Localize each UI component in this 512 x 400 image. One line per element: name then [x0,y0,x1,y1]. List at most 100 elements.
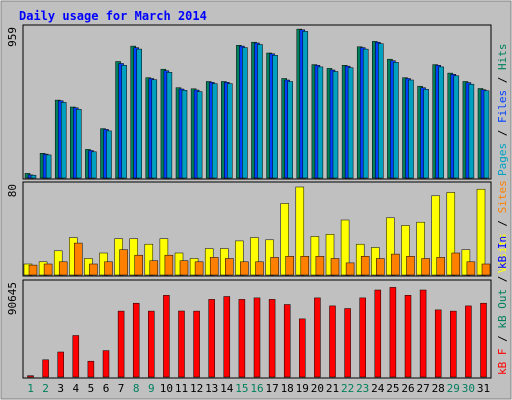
bar-pages-day-1 [30,174,37,179]
x-tick-label-day-16: 16 [250,382,263,395]
bar-visits-day-26 [401,225,410,276]
x-tick-label-day-15: 15 [235,382,248,395]
bar-sites-day-23 [360,256,370,276]
bar-visits-day-20 [310,236,320,276]
bar-kb-f-day-18 [283,304,291,378]
bar-pages-day-28 [438,66,444,179]
bar-visits-day-19 [295,186,305,276]
x-tick-label-day-23: 23 [356,382,369,395]
bar-sites-day-12 [194,261,204,276]
bar-sites-day-2 [43,263,53,276]
bar-visits-day-18 [280,203,289,276]
x-tick-label-day-26: 26 [401,382,414,395]
bar-sites-day-11 [179,260,189,276]
bar-sites-day-28 [436,257,445,276]
bar-pages-day-20 [317,66,324,179]
bar-sites-day-25 [391,253,400,276]
bar-sites-day-4 [74,242,83,276]
x-tick-label-day-22: 22 [341,382,354,395]
legend-visits: Visits [496,233,509,273]
x-tick-label-day-13: 13 [205,382,218,395]
panel-middle-legend: Visits / Sites [496,180,509,273]
bar-pages-day-16 [257,44,263,179]
legend-pages: Pages [496,143,509,176]
bar-kb-f-day-23 [359,297,366,378]
bar-pages-day-11 [181,90,188,179]
bar-kb-f-day-26 [404,295,412,378]
bar-pages-day-25 [393,62,399,179]
legend-separator: / [496,269,509,289]
x-tick-label-day-25: 25 [386,382,399,395]
bar-sites-day-15 [240,261,249,276]
bar-pages-day-14 [227,83,233,179]
x-tick-label-day-30: 30 [462,382,475,395]
bar-visits-day-31 [476,188,486,276]
bar-pages-day-4 [76,109,82,179]
bar-pages-day-21 [332,71,339,179]
bar-kb-f-day-21 [329,305,336,378]
x-tick-label-day-18: 18 [281,382,294,395]
x-tick-label-day-29: 29 [447,382,460,395]
x-tick-label-day-7: 7 [118,382,125,395]
x-tick-label-day-3: 3 [57,382,64,395]
legend-separator: / [496,123,509,143]
x-tick-label-day-21: 21 [326,382,339,395]
bar-kb-f-day-24 [374,289,382,378]
x-tick-label-day-11: 11 [175,382,188,395]
bar-pages-day-2 [45,154,52,179]
bar-pages-day-30 [468,83,475,179]
legend-separator: / [496,213,509,233]
legend-hits: Hits [496,44,509,71]
bar-sites-day-27 [421,258,430,276]
bar-kb-f-day-15 [238,299,246,378]
bar-pages-day-9 [151,79,158,179]
bar-pages-day-12 [196,91,203,179]
x-axis-labels: 1 2 3 4 5 6 7 8 9 10 11 12 13 14 15 16 17 18 19 20 21 22 23 24 2… [27,382,490,395]
bar-kb-f-day-9 [148,310,155,378]
bar-pages-day-6 [106,130,112,179]
bar-kb-f-day-4 [72,335,80,378]
bar-visits-day-25 [386,217,395,276]
panel-bottom: 90645 kB F / kB Out / kB In [6,236,509,379]
x-tick-label-day-5: 5 [88,382,95,395]
x-tick-label-day-12: 12 [190,382,203,395]
bar-pages-day-22 [347,67,354,179]
bar-sites-day-24 [376,258,385,276]
bar-sites-day-22 [345,262,355,276]
bar-kb-f-day-8 [132,302,140,378]
bar-sites-day-17 [270,257,279,276]
bar-sites-day-6 [104,261,113,276]
bar-pages-day-15 [242,47,248,179]
panel-bottom-legend: kB F / kB Out / kB In [496,236,509,375]
bar-visits-day-27 [416,221,425,276]
bar-sites-day-18 [285,256,294,276]
bar-pages-day-10 [166,72,173,179]
bar-kb-f-day-13 [208,299,215,378]
bar-kb-f-day-19 [299,318,306,378]
bar-sites-day-13 [209,257,219,276]
bar-sites-day-1 [28,264,38,276]
bar-kb-f-day-27 [419,289,427,378]
bar-sites-day-20 [315,256,325,276]
bar-kb-f-day-30 [465,305,472,378]
x-tick-label-day-17: 17 [265,382,278,395]
bar-kb-f-day-1 [27,375,34,378]
bar-pages-day-31 [483,90,490,179]
x-tick-label-day-20: 20 [311,382,324,395]
x-tick-label-day-27: 27 [416,382,429,395]
bar-kb-f-day-2 [42,359,49,378]
bar-kb-f-day-12 [193,310,200,378]
bar-sites-day-8 [134,254,143,276]
bar-sites-day-26 [406,256,415,276]
bar-kb-f-day-16 [253,297,261,378]
bar-pages-day-18 [287,81,293,179]
panel-top: 959 Pages / Files / Hits [6,24,509,180]
x-tick-label-day-10: 10 [160,382,173,395]
bar-kb-f-day-5 [87,360,95,378]
bar-pages-day-7 [121,65,127,179]
legend-kb-out: kB Out [496,289,509,329]
bar-pages-day-3 [60,102,67,179]
bar-kb-f-day-22 [344,308,351,378]
bar-kb-f-day-20 [314,297,321,378]
x-tick-label-day-1: 1 [27,382,34,395]
